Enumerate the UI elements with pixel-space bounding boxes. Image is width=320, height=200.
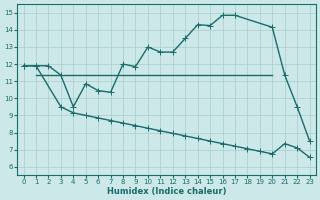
X-axis label: Humidex (Indice chaleur): Humidex (Indice chaleur) xyxy=(107,187,226,196)
